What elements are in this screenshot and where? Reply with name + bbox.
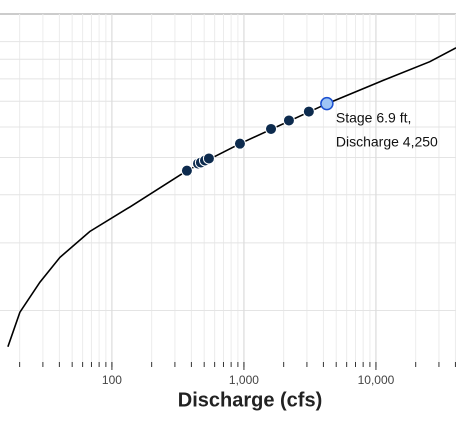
annotation: Discharge 4,250	[336, 133, 438, 149]
x-tick-label: 100	[102, 373, 122, 387]
x-axis-title: Discharge (cfs)	[178, 389, 323, 411]
observation-point	[202, 152, 215, 165]
x-tick-label: 10,000	[358, 373, 395, 387]
observation-point	[265, 122, 278, 135]
highlight-point	[320, 96, 334, 111]
observation-point	[233, 137, 246, 150]
observation-point	[302, 105, 315, 118]
rating-curve	[7, 47, 456, 348]
observation-point	[282, 114, 295, 127]
x-tick-label: 1,000	[229, 373, 259, 387]
observation-point	[180, 164, 193, 177]
annotation: Stage 6.9 ft,	[336, 109, 412, 125]
